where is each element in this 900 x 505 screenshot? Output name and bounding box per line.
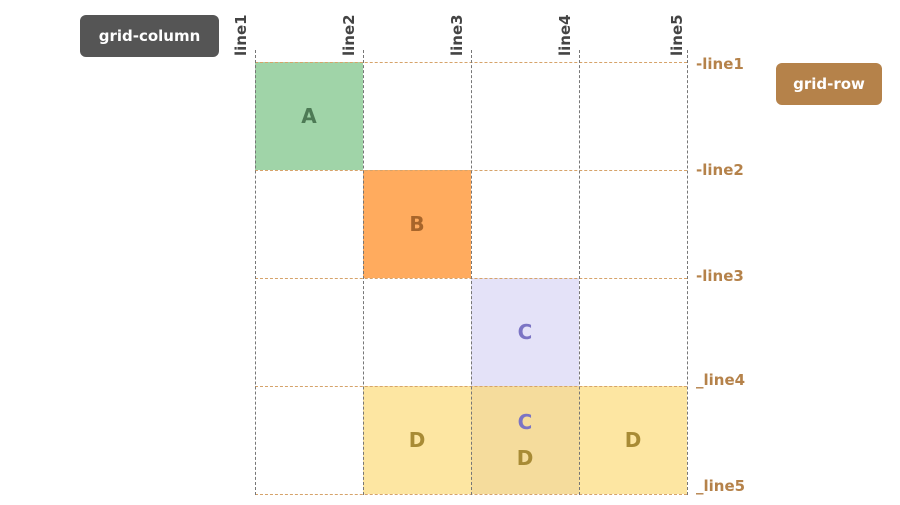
item-b-label: B: [409, 212, 425, 236]
grid-column-label: grid-column: [80, 15, 219, 57]
column-line-label: line3: [448, 14, 466, 56]
item-d-col2: D: [363, 386, 471, 494]
item-a-label: A: [301, 104, 317, 128]
item-a: A: [255, 62, 363, 170]
column-line-label: line5: [668, 14, 686, 56]
column-line-label: line4: [556, 14, 574, 56]
item-b: B: [363, 170, 471, 278]
column-line-5: [687, 50, 688, 495]
column-line-4: [579, 50, 580, 495]
column-line-2: [363, 50, 364, 495]
item-d-label: D: [408, 428, 426, 452]
column-line-label: line1: [232, 14, 250, 56]
item-d-col4: D: [579, 386, 687, 494]
column-line-1: [255, 50, 256, 495]
row-line-label: -line2: [696, 161, 744, 179]
row-line-label: _line5: [696, 477, 746, 495]
item-c-overlap-label: C: [517, 410, 533, 434]
item-d-label: D: [516, 446, 534, 470]
item-c: C: [471, 278, 579, 386]
item-d-label: D: [624, 428, 642, 452]
row-line-label: -line3: [696, 267, 744, 285]
row-line-label: _line4: [696, 371, 746, 389]
column-line-label: line2: [340, 14, 358, 56]
row-line-label: -line1: [696, 55, 744, 73]
column-line-3: [471, 50, 472, 495]
item-c-label: C: [517, 320, 533, 344]
grid-row-label: grid-row: [776, 63, 882, 105]
